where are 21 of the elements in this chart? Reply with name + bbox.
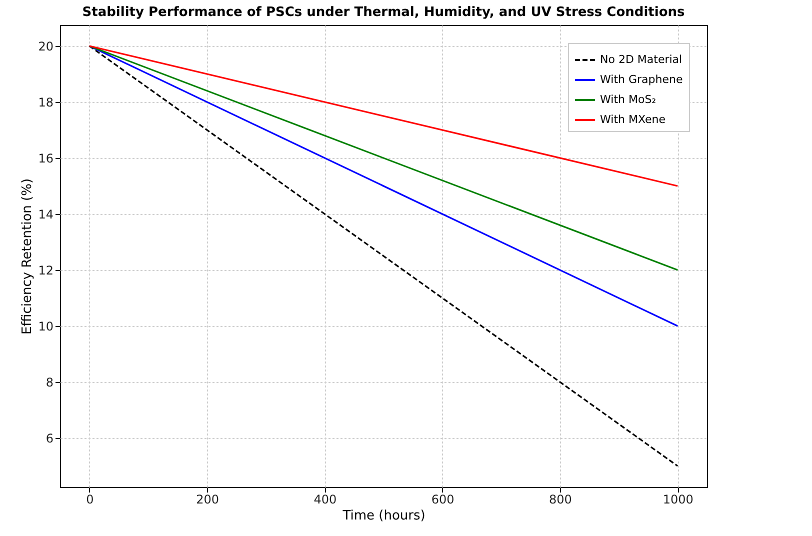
y-tick-label: 18 [38,96,54,110]
x-tick-label: 0 [86,492,94,506]
x-tick-label: 1000 [662,492,694,506]
legend-label: With MoS₂ [600,93,656,106]
y-tick-label: 12 [38,264,54,278]
y-tick-label: 6 [46,432,54,446]
y-axis-title: Efficiency Retention (%) [20,178,36,335]
legend-label: With Graphene [600,73,683,86]
y-tick-label: 8 [46,376,54,390]
x-tick-label: 600 [431,492,454,506]
legend-label: No 2D Material [600,53,682,66]
legend-label: With MXene [600,113,666,126]
y-tick-label: 14 [38,208,54,222]
y-tick-label: 20 [38,40,54,54]
x-axis-title: Time (hours) [342,508,426,524]
x-tick-label: 800 [549,492,572,506]
y-tick-label: 16 [38,152,54,166]
chart-title: Stability Performance of PSCs under Thermal, Humidity, and UV Stress Conditions [82,5,686,20]
x-tick-label: 400 [314,492,337,506]
x-tick-label: 200 [196,492,219,506]
y-tick-label: 10 [38,320,54,334]
